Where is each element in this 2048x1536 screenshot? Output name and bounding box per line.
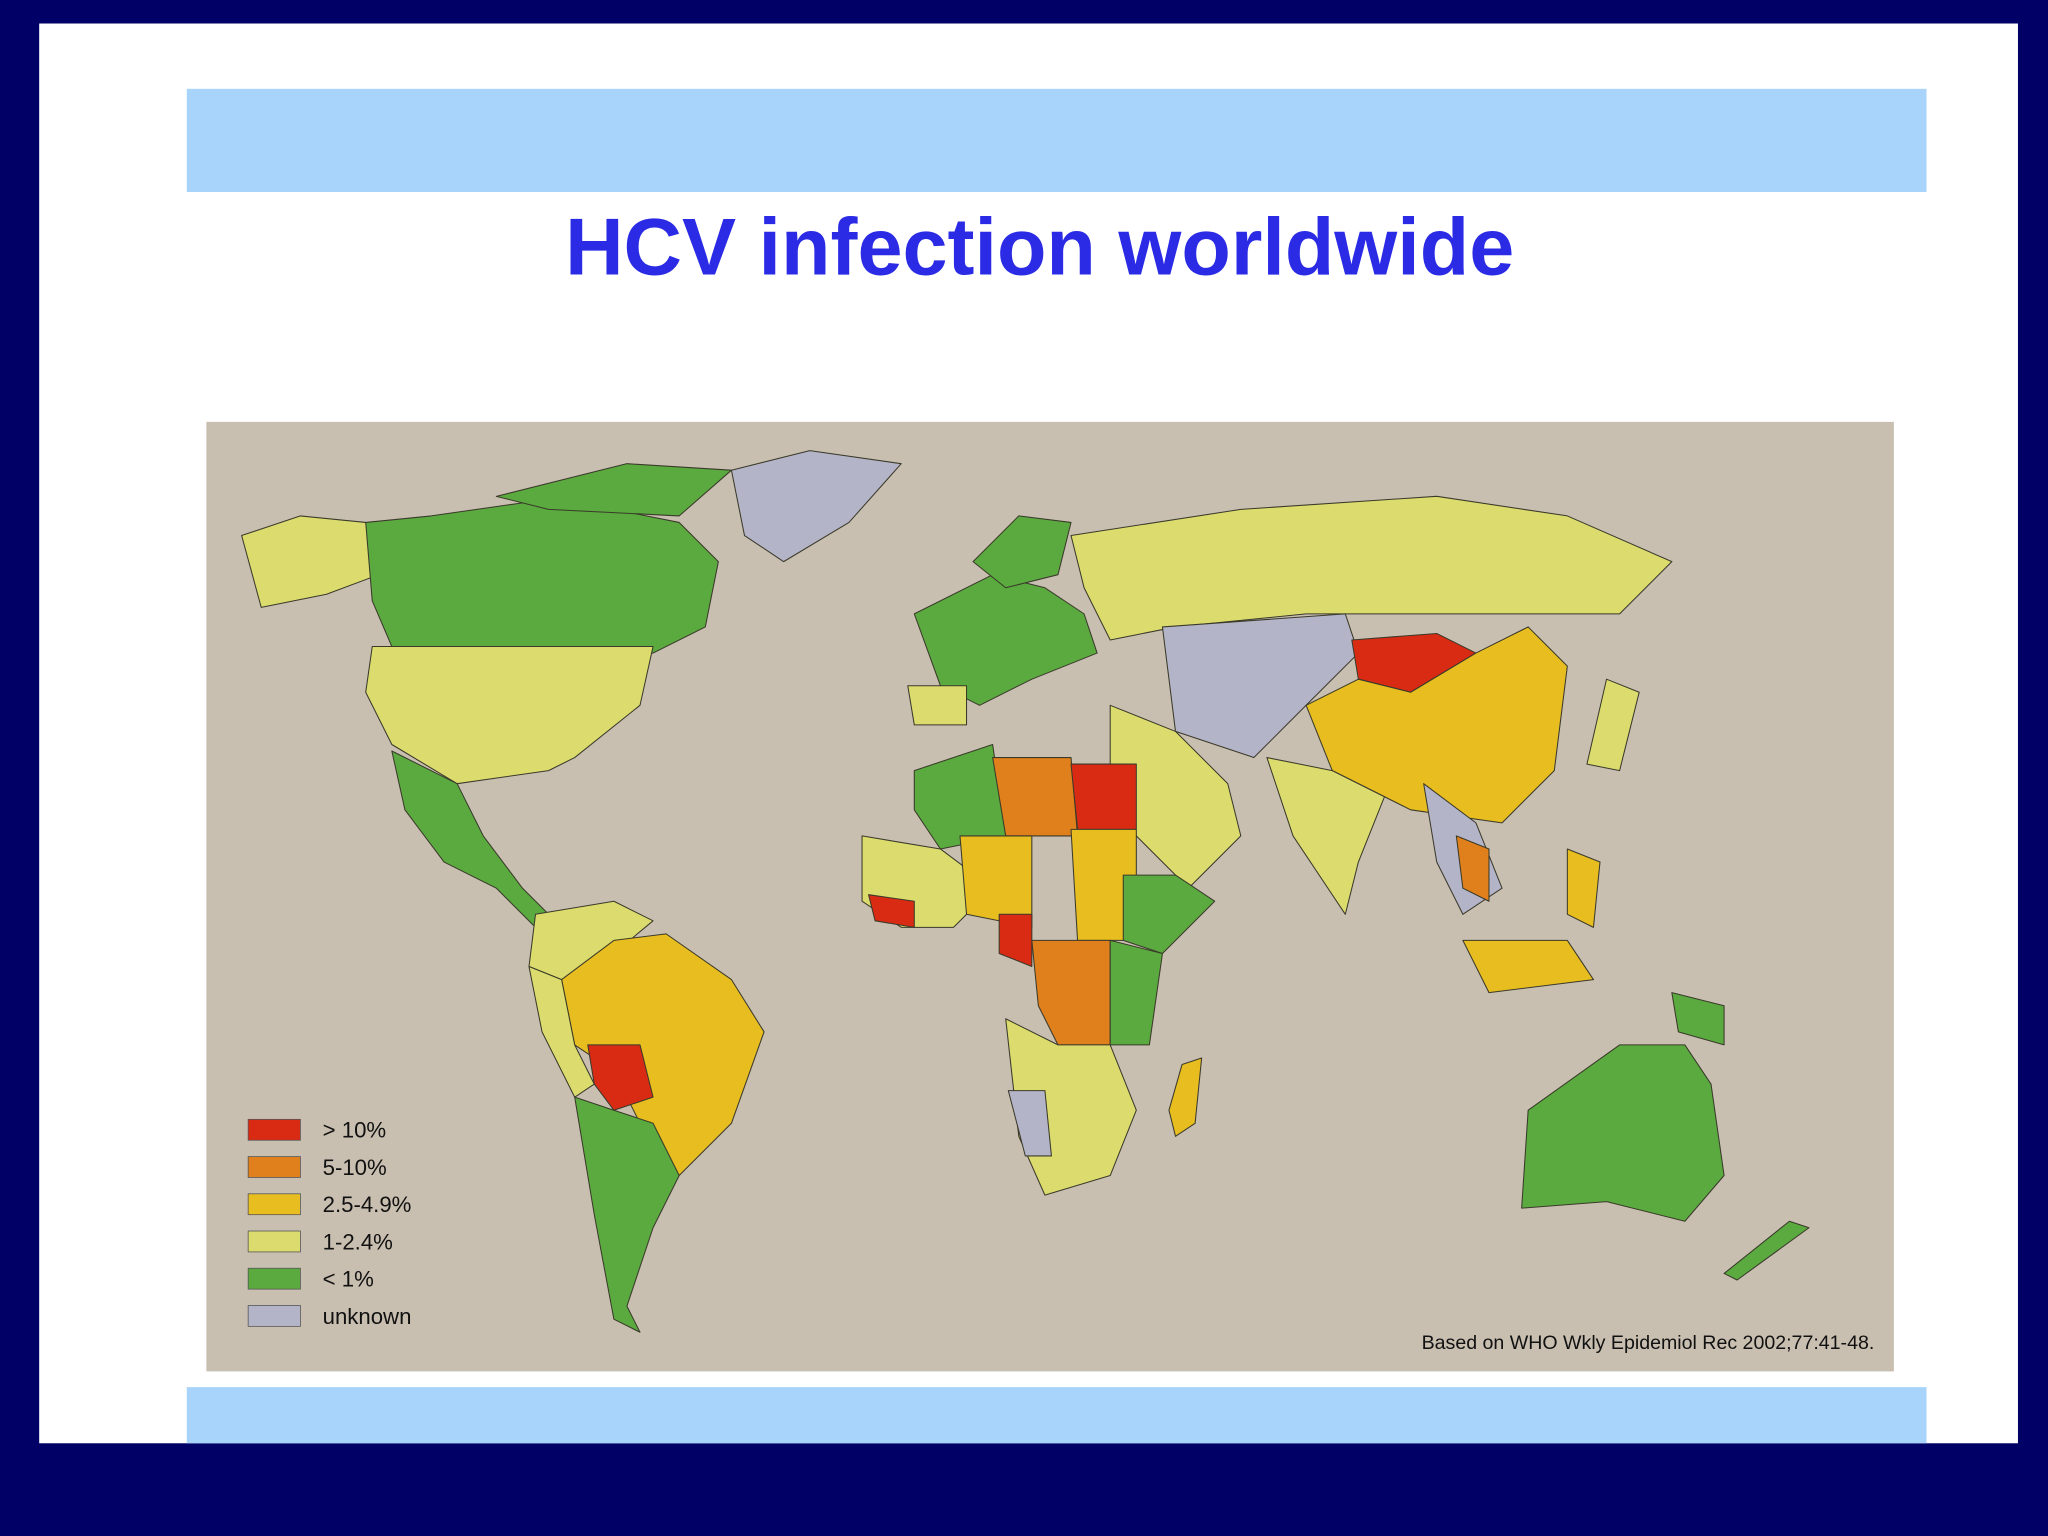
legend-label: < 1%: [323, 1267, 374, 1292]
region: [1109, 939, 1163, 1046]
legend-swatch: [247, 1156, 301, 1178]
legend-label: 5-10%: [323, 1155, 387, 1180]
bottom-band: [186, 1387, 1927, 1444]
region: [1266, 757, 1386, 915]
region: [1586, 678, 1640, 772]
legend-swatch: [247, 1267, 301, 1290]
region: [992, 757, 1079, 837]
region: [1521, 1044, 1725, 1222]
slide-title: HCV infection worldwide: [565, 202, 1514, 292]
legend-label: 1-2.4%: [323, 1229, 393, 1254]
region: [365, 646, 654, 785]
legend-swatch: [247, 1305, 301, 1327]
region: [495, 463, 732, 517]
region: [1122, 874, 1216, 954]
region: [1723, 1220, 1810, 1281]
region: [868, 894, 915, 928]
region: [365, 502, 719, 654]
source-note: Based on WHO Wkly Epidemiol Rec 2002;77:…: [1422, 1332, 1875, 1354]
region: [907, 685, 968, 726]
legend-label: 2.5-4.9%: [323, 1192, 412, 1217]
region: [587, 1044, 654, 1111]
legend-swatch: [247, 1193, 301, 1216]
legend-swatch: [247, 1230, 301, 1253]
legend-label: > 10%: [323, 1118, 387, 1143]
legend-swatch: [247, 1118, 301, 1141]
region: [1671, 992, 1725, 1046]
region: [730, 450, 902, 563]
region: [998, 913, 1033, 968]
region: [1070, 495, 1673, 641]
legend: > 10% 5-10% 2.5-4.9% 1-2.4% < 1% unknown: [247, 1118, 412, 1329]
region: [1168, 1057, 1203, 1137]
region: [1007, 1090, 1052, 1157]
region: [972, 515, 1072, 589]
region: [1070, 763, 1137, 830]
top-band: [186, 88, 1927, 192]
legend-label: unknown: [323, 1304, 412, 1329]
region: [574, 1096, 680, 1333]
region: [1455, 835, 1490, 902]
region: [959, 835, 1033, 928]
region: [1462, 939, 1594, 994]
world-map: [241, 450, 1810, 1333]
region: [1566, 848, 1601, 928]
